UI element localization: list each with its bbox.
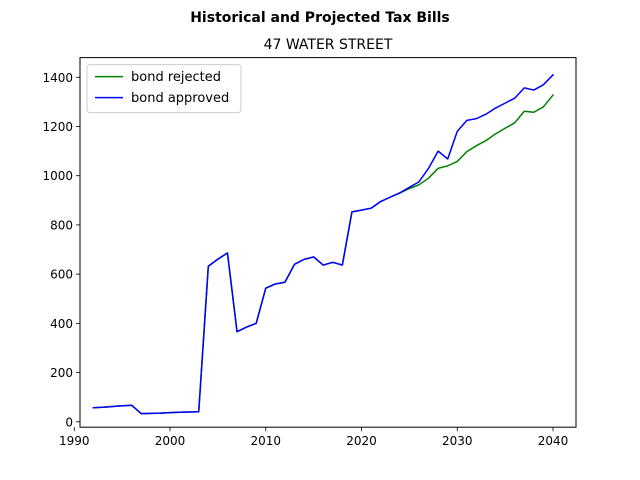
chart-suptitle: Historical and Projected Tax Bills [190, 10, 450, 26]
x-tick-label: 2040 [538, 434, 569, 448]
legend-box [86, 64, 242, 114]
y-tick-label: 1400 [42, 71, 73, 85]
y-tick-label: 200 [50, 366, 73, 380]
y-tick-label: 800 [50, 218, 73, 232]
x-tick-label: 1990 [59, 434, 90, 448]
x-tick-label: 2010 [250, 434, 281, 448]
x-tick-label: 2030 [442, 434, 473, 448]
y-tick-label: 600 [50, 268, 73, 282]
x-tick-label: 2020 [346, 434, 377, 448]
series-line-bond-approved [92, 73, 555, 415]
chart-title: 47 WATER STREET [264, 37, 393, 53]
legend-label: bond approved [131, 91, 229, 106]
legend: bond rejected bond approved [86, 64, 242, 114]
y-tick-label: 400 [50, 317, 73, 331]
legend-label: bond rejected [131, 70, 221, 85]
y-tick-label: 1000 [42, 169, 73, 183]
y-tick-label: 0 [65, 415, 73, 429]
y-tick-label: 1200 [42, 120, 73, 134]
plot-area: 1990 2000 2010 2020 2030 2040 0 200 400 600 800 100… [42, 71, 568, 448]
axes-frame [79, 57, 577, 428]
x-tick-label: 2000 [155, 434, 186, 448]
